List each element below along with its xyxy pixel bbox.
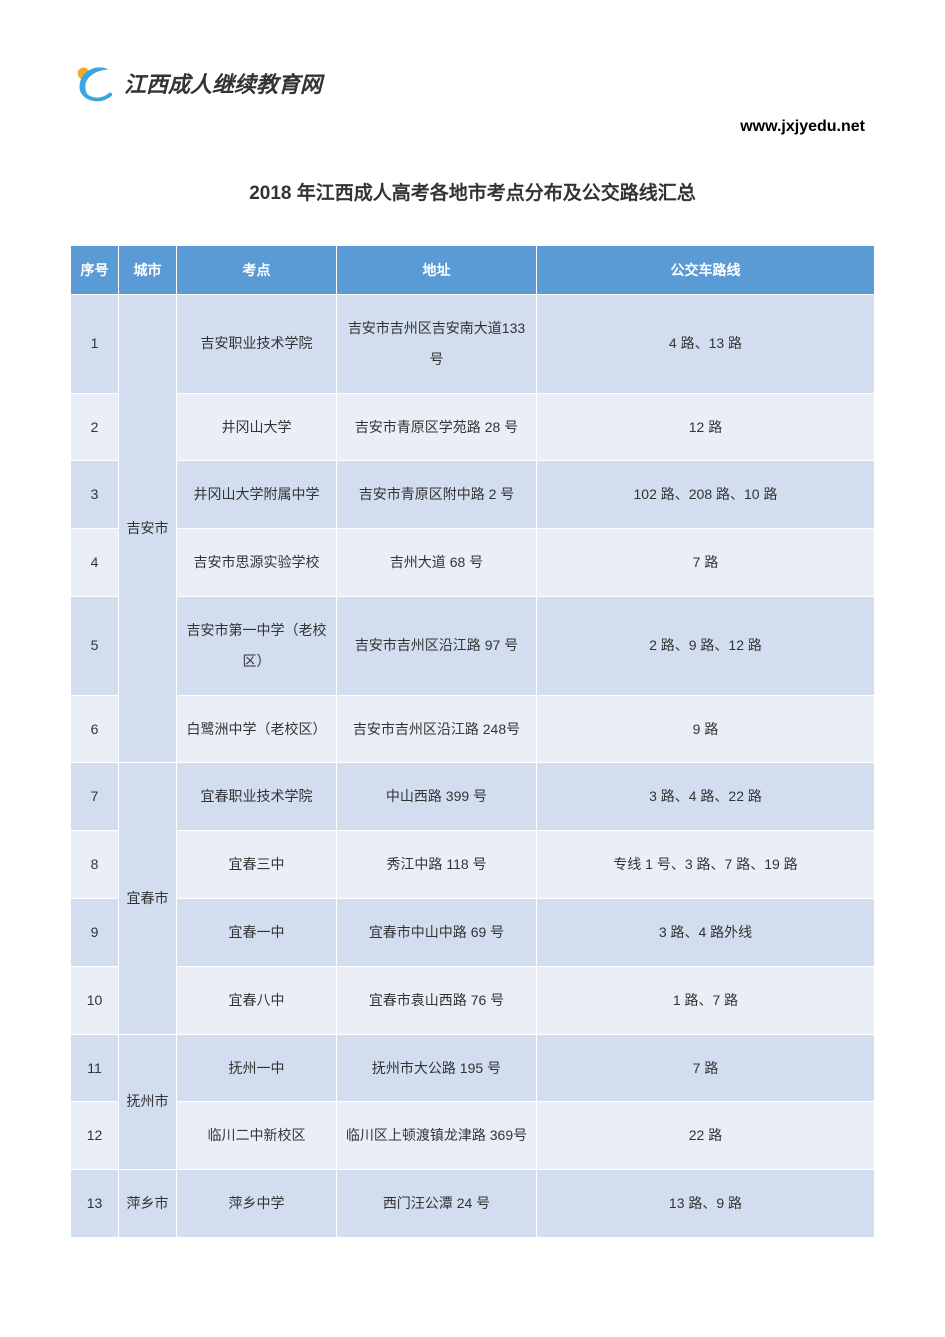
table-row: 2 井冈山大学吉安市青原区学苑路 28 号12 路 [71, 393, 875, 461]
page-title: 2018 年江西成人高考各地市考点分布及公交路线汇总 [70, 178, 875, 205]
cell-site: 吉安市第一中学（老校区） [177, 596, 337, 695]
cell-addr: 吉州大道 68 号 [337, 529, 537, 597]
cell-addr: 中山西路 399 号 [337, 763, 537, 831]
table-row: 4 吉安市思源实验学校吉州大道 68 号7 路 [71, 529, 875, 597]
table-row: 5 吉安市第一中学（老校区）吉安市吉州区沿江路 97 号2 路、9 路、12 路 [71, 596, 875, 695]
cell-bus: 3 路、4 路外线 [537, 898, 875, 966]
cell-bus: 9 路 [537, 695, 875, 763]
cell-site: 宜春职业技术学院 [177, 763, 337, 831]
cell-bus: 1 路、7 路 [537, 966, 875, 1034]
cell-num: 13 [71, 1170, 119, 1238]
table-row: 13萍乡市萍乡中学西门汪公潭 24 号13 路、9 路 [71, 1170, 875, 1238]
cell-bus: 22 路 [537, 1102, 875, 1170]
table-row: 7宜春市宜春职业技术学院中山西路 399 号3 路、4 路、22 路 [71, 763, 875, 831]
cell-addr: 秀江中路 118 号 [337, 831, 537, 899]
cell-addr: 吉安市吉州区沿江路 97 号 [337, 596, 537, 695]
table-header-row: 序号 城市 考点 地址 公交车路线 [71, 246, 875, 295]
cell-addr: 宜春市袁山西路 76 号 [337, 966, 537, 1034]
cell-addr: 吉安市吉州区沿江路 248号 [337, 695, 537, 763]
cell-num: 3 [71, 461, 119, 529]
cell-addr: 宜春市中山中路 69 号 [337, 898, 537, 966]
cell-addr: 吉安市吉州区吉安南大道133 号 [337, 295, 537, 394]
logo: 江西成人继续教育网 [70, 60, 322, 106]
cell-city: 抚州市 [119, 1034, 177, 1170]
cell-bus: 3 路、4 路、22 路 [537, 763, 875, 831]
cell-city: 吉安市 [119, 295, 177, 763]
cell-site: 宜春三中 [177, 831, 337, 899]
cell-site: 抚州一中 [177, 1034, 337, 1102]
cell-addr: 抚州市大公路 195 号 [337, 1034, 537, 1102]
header: 江西成人继续教育网 www.jxjyedu.net [70, 60, 875, 136]
table-row: 6 白鹭洲中学（老校区）吉安市吉州区沿江路 248号9 路 [71, 695, 875, 763]
table-body: 1吉安市吉安职业技术学院吉安市吉州区吉安南大道133 号4 路、13 路2井冈山… [71, 295, 875, 1238]
cell-num: 8 [71, 831, 119, 899]
cell-bus: 7 路 [537, 529, 875, 597]
cell-addr: 临川区上顿渡镇龙津路 369号 [337, 1102, 537, 1170]
cell-bus: 13 路、9 路 [537, 1170, 875, 1238]
cell-num: 4 [71, 529, 119, 597]
table-row: 12 临川二中新校区临川区上顿渡镇龙津路 369号22 路 [71, 1102, 875, 1170]
cell-bus: 2 路、9 路、12 路 [537, 596, 875, 695]
col-header-bus: 公交车路线 [537, 246, 875, 295]
exam-sites-table: 序号 城市 考点 地址 公交车路线 1吉安市吉安职业技术学院吉安市吉州区吉安南大… [70, 245, 875, 1238]
cell-bus: 专线 1 号、3 路、7 路、19 路 [537, 831, 875, 899]
cell-num: 10 [71, 966, 119, 1034]
cell-bus: 4 路、13 路 [537, 295, 875, 394]
cell-site: 井冈山大学 [177, 393, 337, 461]
cell-site: 宜春一中 [177, 898, 337, 966]
cell-num: 5 [71, 596, 119, 695]
cell-num: 11 [71, 1034, 119, 1102]
cell-num: 9 [71, 898, 119, 966]
cell-addr: 吉安市青原区附中路 2 号 [337, 461, 537, 529]
table-row: 11抚州市抚州一中抚州市大公路 195 号7 路 [71, 1034, 875, 1102]
table-row: 10 宜春八中宜春市袁山西路 76 号1 路、7 路 [71, 966, 875, 1034]
cell-site: 井冈山大学附属中学 [177, 461, 337, 529]
cell-bus: 12 路 [537, 393, 875, 461]
cell-bus: 7 路 [537, 1034, 875, 1102]
cell-num: 7 [71, 763, 119, 831]
cell-site: 吉安市思源实验学校 [177, 529, 337, 597]
table-row: 9 宜春一中宜春市中山中路 69 号3 路、4 路外线 [71, 898, 875, 966]
logo-icon [70, 60, 116, 106]
site-url: www.jxjyedu.net [740, 118, 865, 136]
cell-addr: 吉安市青原区学苑路 28 号 [337, 393, 537, 461]
cell-site: 宜春八中 [177, 966, 337, 1034]
col-header-addr: 地址 [337, 246, 537, 295]
cell-num: 1 [71, 295, 119, 394]
cell-site: 吉安职业技术学院 [177, 295, 337, 394]
cell-num: 12 [71, 1102, 119, 1170]
cell-site: 白鹭洲中学（老校区） [177, 695, 337, 763]
cell-num: 2 [71, 393, 119, 461]
cell-site: 临川二中新校区 [177, 1102, 337, 1170]
cell-city: 萍乡市 [119, 1170, 177, 1238]
cell-bus: 102 路、208 路、10 路 [537, 461, 875, 529]
table-row: 3 井冈山大学附属中学吉安市青原区附中路 2 号102 路、208 路、10 路 [71, 461, 875, 529]
col-header-num: 序号 [71, 246, 119, 295]
cell-site: 萍乡中学 [177, 1170, 337, 1238]
cell-addr: 西门汪公潭 24 号 [337, 1170, 537, 1238]
cell-num: 6 [71, 695, 119, 763]
logo-text: 江西成人继续教育网 [124, 67, 322, 99]
col-header-site: 考点 [177, 246, 337, 295]
cell-city: 宜春市 [119, 763, 177, 1034]
col-header-city: 城市 [119, 246, 177, 295]
table-row: 8 宜春三中秀江中路 118 号专线 1 号、3 路、7 路、19 路 [71, 831, 875, 899]
table-row: 1吉安市吉安职业技术学院吉安市吉州区吉安南大道133 号4 路、13 路 [71, 295, 875, 394]
